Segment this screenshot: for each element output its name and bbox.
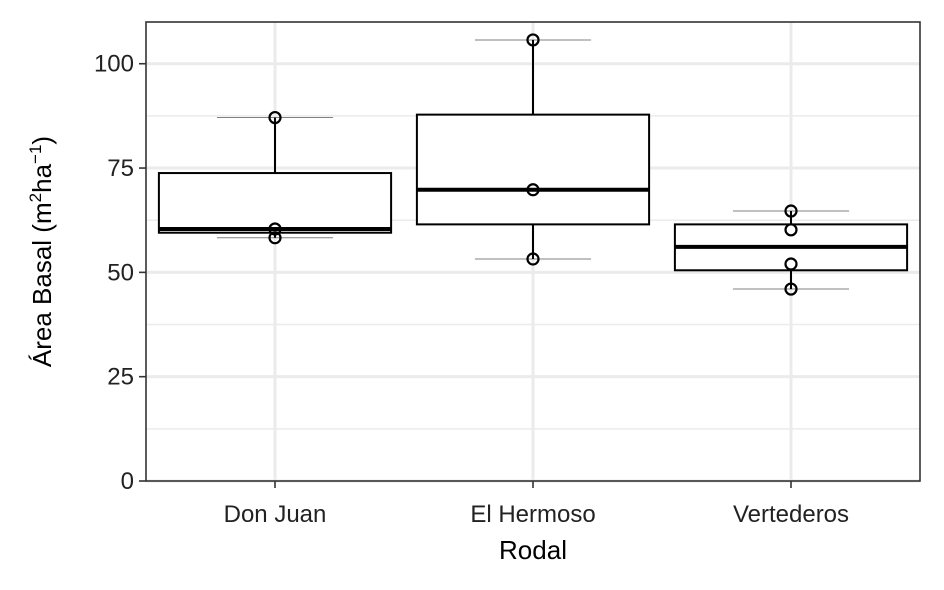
y-axis-title-suffix: ): [27, 136, 57, 145]
data-point: [268, 231, 282, 245]
data-point: [784, 204, 798, 218]
data-point: [784, 282, 798, 296]
y-tick-label: 25: [107, 364, 134, 391]
y-tick-label: 50: [107, 259, 134, 286]
y-axis-title-mid: ha: [27, 163, 57, 192]
box-layer: [157, 33, 909, 296]
y-tick-label: 100: [94, 51, 134, 78]
data-point: [784, 223, 798, 237]
x-axis-title: Rodal: [499, 535, 567, 565]
data-point: [526, 252, 540, 266]
data-point: [526, 183, 540, 197]
box-don-juan: [157, 110, 393, 245]
data-point: [268, 222, 282, 236]
data-point: [268, 110, 282, 125]
x-tick-label: Don Juan: [224, 501, 327, 528]
data-point: [784, 257, 798, 271]
y-tick-label: 75: [107, 155, 134, 182]
box-el-hermoso: [415, 33, 651, 266]
data-point: [526, 33, 540, 47]
x-tick-label: Vertederos: [733, 501, 849, 528]
y-axis-title-prefix: Área Basal (m: [27, 202, 57, 367]
axes: 0 25 50 75 100 Don Juan El Hermoso Vertederos: [94, 51, 849, 528]
y-axis-title: Área Basal (m2ha−1): [26, 136, 57, 367]
box-iqr: [415, 113, 651, 226]
box-vertederos: [673, 204, 909, 296]
x-tick-label: El Hermoso: [470, 501, 595, 528]
y-axis-title-sup1: 2: [26, 193, 45, 202]
y-tick-label: 0: [121, 468, 134, 495]
y-axis-title-sup2: −1: [26, 145, 45, 164]
